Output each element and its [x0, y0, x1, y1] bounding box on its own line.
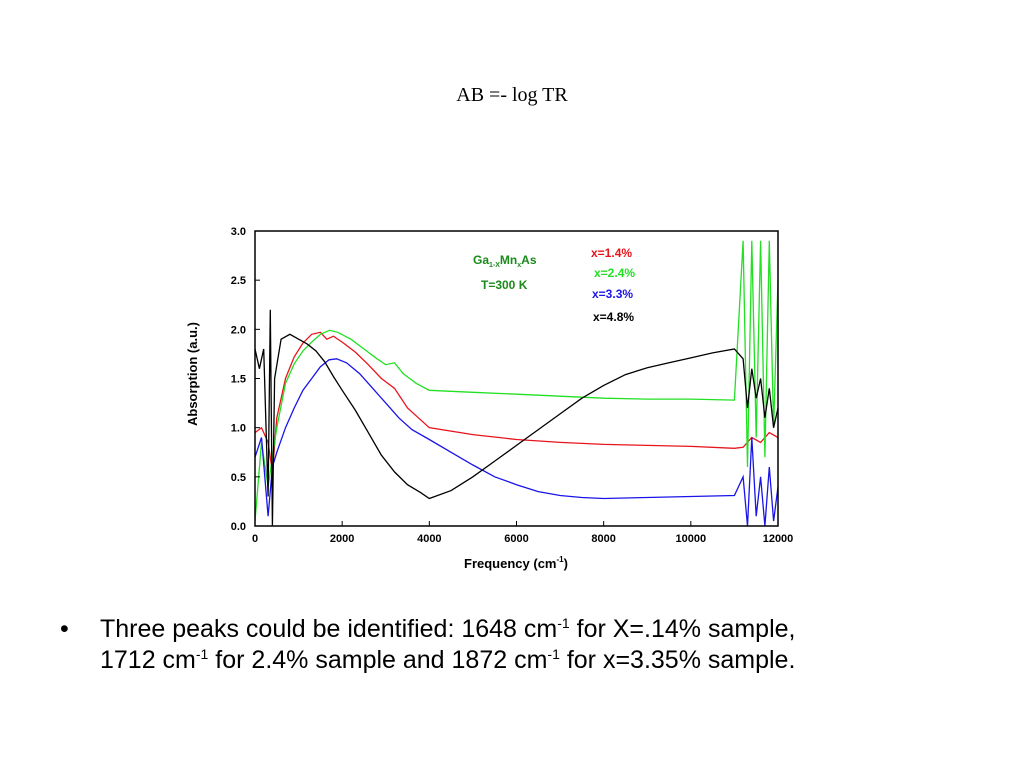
- compound-ga: Ga: [473, 253, 489, 267]
- x-axis-label-end: ): [564, 556, 568, 571]
- bullet-text-2: for X=.14% sample,: [569, 615, 796, 643]
- series-line-1: [254, 331, 779, 472]
- x-tick-label: 8000: [591, 533, 615, 545]
- sample-annotation: Ga1-XMnxAs T=300 K: [473, 253, 537, 292]
- bullet-text-5: for x=3.35% sample.: [559, 646, 796, 674]
- bullet-text-3: 1712 cm: [100, 646, 196, 674]
- y-axis-label: Absorption (a.u.): [185, 322, 200, 426]
- x-tick-label: 10000: [676, 533, 707, 545]
- x-axis-label-sup: -1: [557, 555, 565, 564]
- legend-entry-4: x=4.8%: [593, 310, 634, 324]
- compound-sub2: x: [517, 262, 521, 269]
- bullet-text-1: Three peaks could be identified: 1648 cm: [100, 615, 558, 643]
- bullet-sup-1: -1: [557, 615, 570, 631]
- legend-entry-2: x=2.4%: [594, 266, 635, 280]
- x-tick-label: 6000: [504, 533, 528, 545]
- y-tick-label: 2.5: [231, 275, 246, 287]
- y-tick-label: 0.0: [231, 521, 246, 533]
- x-tick-label: 2000: [330, 533, 354, 545]
- series-lines: [254, 240, 779, 527]
- plot-frame: [254, 230, 779, 527]
- x-axis-label-main: Frequency (cm: [464, 556, 556, 571]
- temperature-label: T=300 K: [481, 278, 528, 292]
- x-tick-label: 12000: [763, 533, 794, 545]
- bullet-sup-3: -1: [547, 646, 560, 662]
- compound-as: As: [521, 253, 537, 267]
- x-tick-label: 4000: [417, 533, 441, 545]
- y-tick-label: 0.5: [231, 472, 246, 484]
- y-tick-label: 1.5: [231, 374, 246, 386]
- x-axis-label: Frequency (cm-1): [464, 555, 568, 571]
- slide-title: AB =- log TR: [456, 84, 568, 106]
- compound-sub1: 1-X: [489, 262, 500, 269]
- bullet-text-4: for 2.4% sample and 1872 cm: [208, 646, 548, 674]
- legend-entry-3: x=3.3%: [592, 287, 633, 301]
- compound-label: Ga1-XMnxAs: [473, 253, 537, 269]
- series-line-3: [254, 358, 779, 527]
- bullet-item: Three peaks could be identified: 1648 cm…: [100, 614, 960, 676]
- y-tick-label: 3.0: [231, 226, 246, 238]
- series-line-4: [254, 309, 779, 527]
- bullet-dot: •: [60, 615, 69, 643]
- axis-ticks: 0 2000 4000 6000 8000 10000 12000 0.0 0.5 1.0 1.5 2…: [231, 226, 794, 545]
- y-tick-label: 1.0: [231, 423, 246, 435]
- legend-entry-1: x=1.4%: [591, 246, 632, 260]
- chart-legend: x=1.4% x=2.4% x=3.3% x=4.8%: [591, 246, 635, 324]
- compound-mn: Mn: [500, 253, 517, 267]
- bullet-sup-2: -1: [195, 646, 209, 662]
- y-tick-label: 2.0: [231, 324, 246, 336]
- series-line-2: [254, 240, 779, 522]
- x-tick-label: 0: [252, 533, 258, 545]
